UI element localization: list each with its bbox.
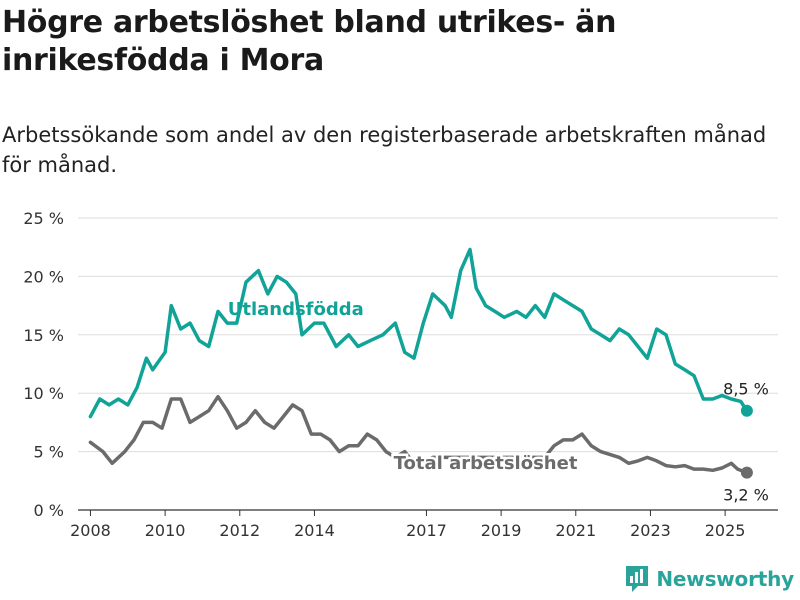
x-tick-label: 2014 bbox=[294, 521, 335, 540]
series-line-utlandsfodda bbox=[88, 247, 749, 419]
x-tick-label: 2012 bbox=[219, 521, 260, 540]
y-tick-label: 15 % bbox=[23, 326, 64, 345]
x-tick-label: 2008 bbox=[70, 521, 111, 540]
y-tick-label: 20 % bbox=[23, 267, 64, 286]
series-end-value: 8,5 % bbox=[723, 380, 769, 399]
brand-name: Newsworthy bbox=[656, 567, 794, 591]
y-tick-label: 0 % bbox=[34, 501, 64, 520]
series-end-marker bbox=[740, 404, 753, 417]
newsworthy-logo-icon bbox=[626, 566, 649, 592]
chart-title: Högre arbetslöshet bland utrikes- än inr… bbox=[2, 5, 617, 78]
line-chart: 0 %5 %10 %15 %20 %25 % 2008 2010 2012 2014 2… bbox=[23, 209, 778, 540]
series-labels: 8,5 % 3,2 % Utlandsfödda Total arbetslöshet bbox=[228, 299, 769, 505]
series-name-total: Total arbetslöshet bbox=[394, 453, 578, 474]
x-tick-label: 2019 bbox=[481, 521, 522, 540]
x-tick-label: 2021 bbox=[555, 521, 596, 540]
y-tick-label: 5 % bbox=[34, 443, 64, 462]
y-tick-label: 25 % bbox=[23, 209, 64, 228]
series-line-total bbox=[88, 394, 749, 475]
series-end-marker bbox=[740, 466, 753, 479]
chart-subtitle: Arbetssökande som andel av den registerb… bbox=[2, 123, 767, 177]
x-axis-ticks: 2008 2010 2012 2014 2017 2019 2021 2023 2025 bbox=[70, 510, 745, 540]
x-tick-label: 2010 bbox=[145, 521, 186, 540]
series-name-utlandsfodda: Utlandsfödda bbox=[228, 299, 364, 320]
x-tick-label: 2025 bbox=[705, 521, 746, 540]
series-lines bbox=[88, 247, 753, 479]
series-end-value: 3,2 % bbox=[723, 486, 769, 505]
brand-logo: Newsworthy bbox=[624, 564, 794, 594]
x-tick-label: 2023 bbox=[630, 521, 671, 540]
x-tick-label: 2017 bbox=[406, 521, 447, 540]
y-axis-ticks: 0 % 5 % 10 % 15 % 20 % 25 % bbox=[23, 209, 64, 520]
y-tick-label: 10 % bbox=[23, 384, 64, 403]
